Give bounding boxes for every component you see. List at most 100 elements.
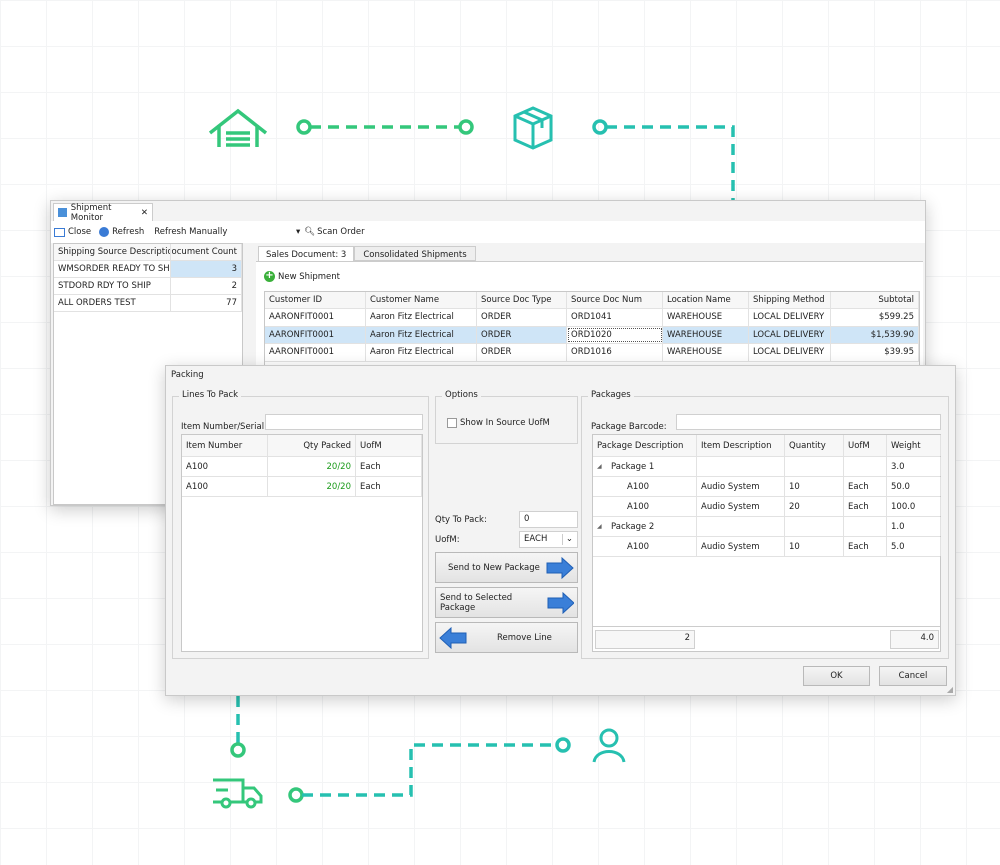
header-row[interactable]: Item Number Qty Packed UofM (182, 435, 422, 457)
table-row[interactable]: A100 20/20 Each (182, 457, 422, 477)
cell: Document Count (171, 244, 242, 260)
send-to-new-package-button[interactable]: Send to New Package (435, 552, 578, 583)
table-row[interactable]: A100 Audio System 10 Each 50.0 (593, 477, 941, 497)
cell: Each (844, 497, 887, 516)
package-count-total: 2 (595, 630, 695, 649)
cell: WAREHOUSE (663, 309, 749, 326)
close-button[interactable]: Close (54, 227, 91, 237)
cancel-button[interactable]: Cancel (879, 666, 947, 686)
close-tab-icon[interactable]: ✕ (140, 207, 148, 218)
cell: 3.0 (887, 457, 941, 476)
package-box-icon (513, 106, 553, 150)
header-row[interactable]: Package Description Item Description Quant… (593, 435, 941, 457)
item-number-serial-input[interactable] (265, 414, 423, 430)
cell: AARONFIT0001 (265, 344, 366, 361)
cell: Each (844, 537, 887, 556)
cell: $39.95 (831, 344, 919, 361)
cell (785, 517, 844, 536)
cell: A100 (593, 537, 697, 556)
table-row[interactable]: A100 Audio System 20 Each 100.0 (593, 497, 941, 517)
scan-order-button[interactable]: 🔍︎ Scan Order (304, 227, 365, 237)
new-shipment-button[interactable]: + New Shipment (264, 270, 341, 282)
cell: Location Name (663, 292, 749, 308)
qty-to-pack-input[interactable]: 0 (519, 511, 578, 528)
table-row[interactable]: STDORD RDY TO SHIP 2 (54, 278, 242, 295)
table-row[interactable]: A100 Audio System 10 Each 5.0 (593, 537, 941, 557)
cell: ALL ORDERS TEST (54, 295, 171, 311)
packages-grid: Package Description Item Description Quant… (592, 434, 941, 652)
packages-group: Packages Package Barcode: Package Descri… (581, 390, 949, 659)
arrow-right-icon (547, 591, 574, 614)
package-barcode-input[interactable] (676, 414, 941, 430)
header-row[interactable]: Shipping Source Description Document Coun… (54, 244, 242, 261)
cell: Aaron Fitz Electrical (366, 326, 477, 343)
uofm-select[interactable]: EACH ⌄ (519, 531, 578, 548)
table-row[interactable]: Package 1 3.0 ◢ (593, 457, 941, 477)
refresh-button[interactable]: Refresh (99, 227, 144, 237)
cell: Subtotal (831, 292, 919, 308)
cell: WAREHOUSE (663, 344, 749, 361)
remove-line-button[interactable]: Remove Line (435, 622, 578, 653)
user-icon (592, 728, 626, 763)
cell: LOCAL DELIVERY (749, 309, 831, 326)
flow-node (230, 742, 246, 758)
cell: Each (356, 457, 422, 476)
tab-shipment-monitor[interactable]: Shipment Monitor ✕ (53, 203, 153, 223)
cell: Quantity (785, 435, 844, 456)
ok-button[interactable]: OK (803, 666, 870, 686)
cell: $1,539.90 (831, 326, 919, 343)
tab-sales-document[interactable]: Sales Document: 3 (258, 246, 355, 262)
table-row[interactable]: ALL ORDERS TEST 77 (54, 295, 242, 312)
dialog-title: Packing (171, 370, 204, 380)
monitor-icon (58, 208, 67, 217)
table-row[interactable]: A100 20/20 Each (182, 477, 422, 497)
cell: Weight (887, 435, 941, 456)
cell: 77 (171, 295, 242, 311)
window-icon (54, 227, 65, 237)
cell: Package 1 (593, 457, 697, 476)
tab-consolidated-shipments[interactable]: Consolidated Shipments (354, 246, 476, 261)
header-row[interactable]: Customer ID Customer Name Source Doc Type S… (265, 292, 919, 309)
cell: Each (844, 477, 887, 496)
cell: A100 (182, 477, 268, 496)
cell: UofM (356, 435, 422, 456)
collapse-toggle-icon[interactable]: ◢ (597, 463, 602, 470)
cell: LOCAL DELIVERY (749, 344, 831, 361)
refresh-icon (99, 227, 110, 237)
lines-to-pack-group: Lines To Pack Item Number/Serial: Item N… (172, 390, 429, 659)
cell: Source Doc Type (477, 292, 567, 308)
flow-node (288, 787, 304, 803)
refresh-mode-select[interactable]: Refresh Manually ▾ (154, 227, 301, 237)
table-row[interactable]: WMSORDER READY TO SHIP 3 (54, 261, 242, 278)
send-to-selected-package-button[interactable]: Send to Selected Package (435, 587, 578, 618)
cell: ORD1020 (567, 326, 663, 343)
collapse-toggle-icon[interactable]: ◢ (597, 523, 602, 530)
cell: Qty Packed (268, 435, 356, 456)
cell: WMSORDER READY TO SHIP (54, 261, 171, 277)
cell: 50.0 (887, 477, 941, 496)
cell: ORD1041 (567, 309, 663, 326)
weight-total: 4.0 (890, 630, 939, 649)
cell: $599.25 (831, 309, 919, 326)
cell: A100 (182, 457, 268, 476)
toolbar: Close Refresh Refresh Manually ▾ 🔍︎ Scan O… (51, 221, 925, 243)
cell: Shipping Method (749, 292, 831, 308)
cell: 10 (785, 537, 844, 556)
flow-node (592, 119, 608, 135)
flow-node (458, 119, 474, 135)
table-row[interactable]: Package 2 1.0 ◢ (593, 517, 941, 537)
packing-dialog: Packing Lines To Pack Item Number/Serial… (165, 365, 956, 696)
resize-grip-icon[interactable]: ◢ (946, 685, 953, 694)
flow-node (296, 119, 312, 135)
table-row[interactable]: AARONFIT0001 Aaron Fitz Electrical ORDER OR… (265, 326, 919, 344)
table-row[interactable]: AARONFIT0001 Aaron Fitz Electrical ORDER OR… (265, 309, 919, 327)
show-source-uofm-checkbox[interactable] (447, 418, 457, 428)
cell: AARONFIT0001 (265, 326, 366, 343)
lines-grid: Item Number Qty Packed UofM A100 20/20 Each A1… (181, 434, 423, 652)
document-tabs: Sales Document: 3 Consolidated Shipments (258, 246, 476, 262)
cell: 5.0 (887, 537, 941, 556)
cell: Aaron Fitz Electrical (366, 309, 477, 326)
cell: A100 (593, 477, 697, 496)
sales-documents-grid: Customer ID Customer Name Source Doc Type S… (264, 291, 920, 371)
table-row[interactable]: AARONFIT0001 Aaron Fitz Electrical ORDER OR… (265, 344, 919, 362)
